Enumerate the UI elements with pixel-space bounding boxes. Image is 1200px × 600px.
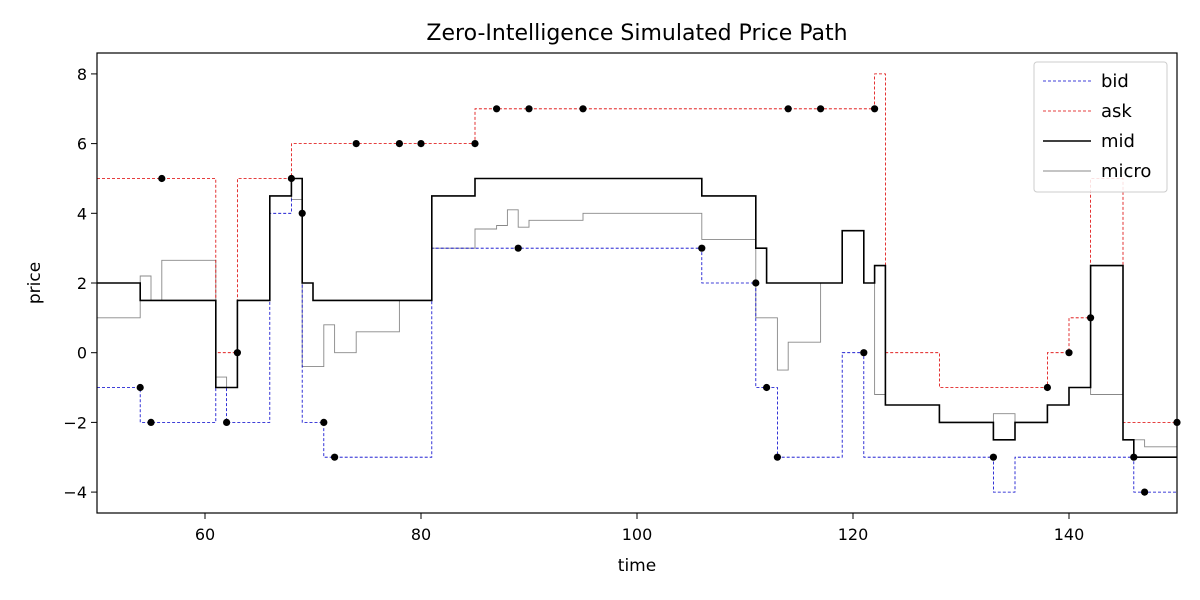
legend-label-micro: micro xyxy=(1101,161,1151,182)
y-tick-label: 6 xyxy=(77,135,87,154)
series-bid-line xyxy=(97,178,1177,493)
order-marker xyxy=(784,105,792,113)
order-marker xyxy=(1065,349,1073,357)
series-mid-line xyxy=(97,177,1177,458)
order-marker xyxy=(860,349,868,357)
order-marker xyxy=(579,105,587,113)
order-marker xyxy=(763,383,771,392)
x-axis-label: time xyxy=(618,556,656,576)
y-axis-label: price xyxy=(25,262,45,304)
order-marker xyxy=(298,209,306,217)
order-marker xyxy=(471,140,479,148)
y-tick-label: −2 xyxy=(63,413,87,432)
y-axis: −4 −2 0 2 4 6 8 xyxy=(63,65,97,502)
order-marker xyxy=(287,174,295,183)
order-marker xyxy=(871,105,879,113)
x-tick-label: 120 xyxy=(838,525,869,544)
order-marker xyxy=(331,453,339,461)
legend-box xyxy=(1033,61,1168,193)
y-tick-label: 8 xyxy=(77,65,87,84)
y-tick-label: −4 xyxy=(63,483,87,502)
chart-title: Zero-Intelligence Simulated Price Path xyxy=(426,21,847,46)
y-tick-label: 2 xyxy=(77,274,87,293)
order-marker xyxy=(1130,453,1138,461)
order-marker xyxy=(223,418,231,426)
order-marker xyxy=(1043,383,1051,392)
order-marker xyxy=(136,383,144,392)
x-axis: 60 80 100 120 140 xyxy=(195,513,1084,544)
x-tick-label: 140 xyxy=(1054,525,1085,544)
y-tick-label: 4 xyxy=(77,204,87,223)
order-marker xyxy=(514,244,522,252)
order-marker xyxy=(698,244,706,252)
legend-label-mid: mid xyxy=(1101,131,1135,152)
order-marker xyxy=(233,349,241,357)
order-marker xyxy=(989,453,998,461)
order-marker xyxy=(752,279,760,287)
x-tick-label: 60 xyxy=(195,525,215,544)
order-marker xyxy=(817,105,825,113)
order-marker xyxy=(320,418,328,426)
order-marker xyxy=(525,105,533,113)
legend-label-ask: ask xyxy=(1101,101,1132,122)
order-marker xyxy=(1087,314,1095,322)
order-marker xyxy=(417,140,425,148)
order-marker xyxy=(352,140,360,148)
y-tick-label: 0 xyxy=(77,344,87,363)
x-tick-label: 100 xyxy=(622,525,653,544)
order-marker xyxy=(158,174,166,183)
plot-area xyxy=(97,73,1181,496)
x-tick-label: 80 xyxy=(411,525,431,544)
legend: bid ask mid micro xyxy=(1033,61,1168,193)
order-marker xyxy=(147,418,155,426)
plot-frame xyxy=(96,52,1178,514)
order-marker xyxy=(1141,488,1149,496)
series-micro-line xyxy=(97,195,1177,448)
order-marker xyxy=(493,105,501,113)
order-marker xyxy=(773,453,782,461)
order-marker xyxy=(395,140,403,148)
legend-label-bid: bid xyxy=(1101,71,1129,92)
